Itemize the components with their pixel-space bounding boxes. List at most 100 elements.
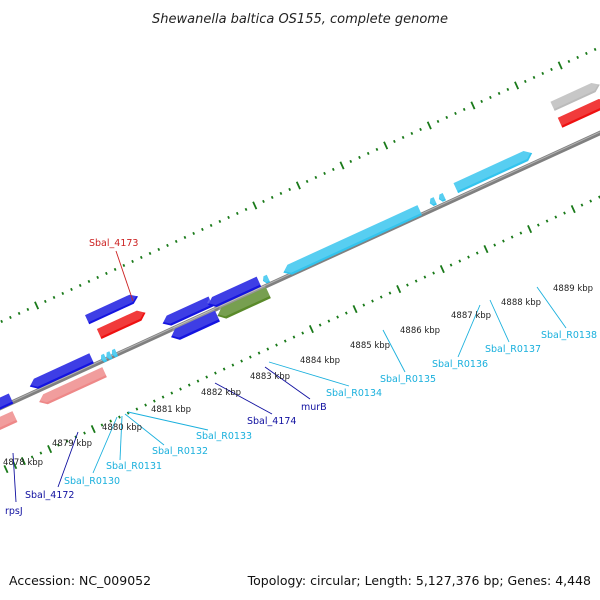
rrna-arrow-shine bbox=[556, 96, 600, 126]
leader-line bbox=[264, 366, 311, 400]
major-tick bbox=[252, 201, 258, 210]
trna-arrow-body bbox=[429, 197, 437, 206]
trna-arrow-shine bbox=[105, 349, 112, 359]
feature-label-sbal-4172[interactable]: Sbal_4172 bbox=[25, 490, 74, 501]
minor-tick bbox=[113, 267, 117, 271]
trna-arrow bbox=[438, 191, 447, 202]
feature-label-sbal-r0132[interactable]: Sbal_R0132 bbox=[152, 446, 208, 457]
major-tick bbox=[20, 457, 26, 466]
minor-tick bbox=[401, 135, 405, 139]
minor-tick bbox=[388, 291, 392, 295]
trna-arrow bbox=[105, 349, 113, 360]
minor-tick bbox=[161, 395, 165, 399]
map-title: Shewanella baltica OS155, complete genom… bbox=[152, 12, 448, 27]
pseudo-arrow-shine bbox=[0, 408, 17, 428]
minor-tick bbox=[205, 375, 209, 379]
feature-label-sbal-r0130[interactable]: Sbal_R0130 bbox=[64, 476, 120, 487]
major-tick bbox=[295, 181, 301, 190]
feature-label-sbal-r0134[interactable]: Sbal_R0134 bbox=[326, 388, 382, 399]
minor-tick bbox=[550, 67, 553, 71]
position-label: 4883 kbp bbox=[250, 372, 290, 382]
feature-track bbox=[0, 81, 600, 431]
major-tick bbox=[426, 121, 432, 130]
feature-label-sbal-4174[interactable]: Sbal_4174 bbox=[247, 416, 296, 427]
leader-line bbox=[92, 416, 118, 474]
cds-arrow-body bbox=[85, 294, 139, 325]
minor-tick bbox=[152, 399, 156, 403]
highlight-arrow-body bbox=[217, 287, 271, 319]
position-labels: 4878 kbp 4879 kbp 4880 kbp 4881 kbp 4882… bbox=[3, 284, 593, 468]
major-tick bbox=[3, 465, 9, 474]
feature-label-sbal-r0137[interactable]: Sbal_R0137 bbox=[485, 344, 541, 355]
minor-tick bbox=[235, 211, 239, 215]
trna-arrow-shine bbox=[100, 352, 107, 361]
minor-tick bbox=[262, 199, 265, 203]
minor-tick bbox=[70, 287, 73, 291]
minor-tick bbox=[419, 127, 422, 131]
minor-tick bbox=[292, 335, 296, 339]
minor-tick bbox=[183, 235, 187, 239]
trna-arrow-body bbox=[438, 193, 447, 202]
minor-tick bbox=[283, 339, 287, 343]
trna-arrow bbox=[452, 148, 533, 194]
minor-tick bbox=[541, 71, 545, 75]
minor-tick bbox=[96, 275, 100, 279]
leader-line bbox=[127, 411, 209, 431]
minor-tick bbox=[279, 191, 283, 195]
feature-label-sbal-r0133[interactable]: Sbal_R0133 bbox=[196, 431, 252, 442]
minor-tick bbox=[105, 271, 108, 275]
minor-tick bbox=[580, 203, 584, 207]
minor-tick bbox=[510, 235, 514, 239]
position-label: 4885 kbp bbox=[350, 341, 390, 351]
leader-line bbox=[115, 250, 134, 302]
minor-tick bbox=[131, 259, 134, 263]
highlight-arrow bbox=[216, 285, 271, 319]
feature-label-sbal-r0135[interactable]: Sbal_R0135 bbox=[380, 374, 436, 385]
trna-arrow-shine bbox=[429, 195, 437, 205]
minor-tick bbox=[462, 107, 466, 111]
position-label: 4879 kbp bbox=[52, 439, 92, 449]
minor-tick bbox=[432, 271, 435, 275]
trna-arrow-body bbox=[453, 150, 533, 194]
feature-label-rpsJ[interactable]: rpsJ bbox=[5, 506, 23, 517]
feature-labels: rpsJ Sbal_4172 Sbal_R0130 Sbal_R0131 Sba… bbox=[5, 238, 597, 517]
minor-tick bbox=[257, 351, 261, 355]
minor-tick bbox=[122, 263, 126, 267]
minor-tick bbox=[349, 159, 353, 163]
accession-text: Accession: NC_009052 bbox=[9, 573, 152, 588]
feature-label-sbal-r0136[interactable]: Sbal_R0136 bbox=[432, 359, 488, 370]
feature-label-murB[interactable]: murB bbox=[301, 402, 327, 413]
cds-arrow-body bbox=[162, 296, 214, 326]
cds-arrow-shine bbox=[28, 351, 94, 387]
cds-arrow bbox=[0, 391, 14, 410]
major-tick bbox=[439, 265, 445, 274]
major-tick bbox=[483, 245, 489, 254]
position-label: 4889 kbp bbox=[553, 284, 593, 294]
pseudo-arrow bbox=[0, 408, 18, 431]
minor-tick bbox=[144, 403, 147, 407]
major-tick bbox=[514, 81, 520, 90]
minor-tick bbox=[318, 323, 322, 327]
position-label: 4887 kbp bbox=[451, 311, 491, 321]
feature-label-sbal-r0138[interactable]: Sbal_R0138 bbox=[541, 330, 597, 341]
rrna-arrow-body bbox=[96, 310, 146, 339]
major-tick bbox=[527, 225, 533, 234]
minor-tick bbox=[379, 295, 383, 299]
cds-arrow bbox=[161, 294, 214, 326]
minor-tick bbox=[589, 199, 593, 203]
minor-tick bbox=[519, 231, 523, 235]
rrna-arrow bbox=[95, 308, 146, 339]
trna-arrow-body bbox=[111, 348, 119, 358]
major-tick bbox=[90, 425, 96, 434]
feature-label-sbal-4173[interactable]: Sbal_4173 bbox=[89, 238, 138, 249]
minor-tick bbox=[248, 355, 252, 359]
minor-tick bbox=[126, 411, 130, 415]
feature-label-sbal-r0131[interactable]: Sbal_R0131 bbox=[106, 461, 162, 472]
minor-tick bbox=[458, 259, 462, 263]
lower-tick-track bbox=[3, 195, 600, 474]
major-tick bbox=[383, 141, 389, 150]
minor-tick bbox=[585, 51, 588, 55]
minor-tick bbox=[17, 311, 21, 315]
cds-arrow-body bbox=[207, 276, 262, 308]
